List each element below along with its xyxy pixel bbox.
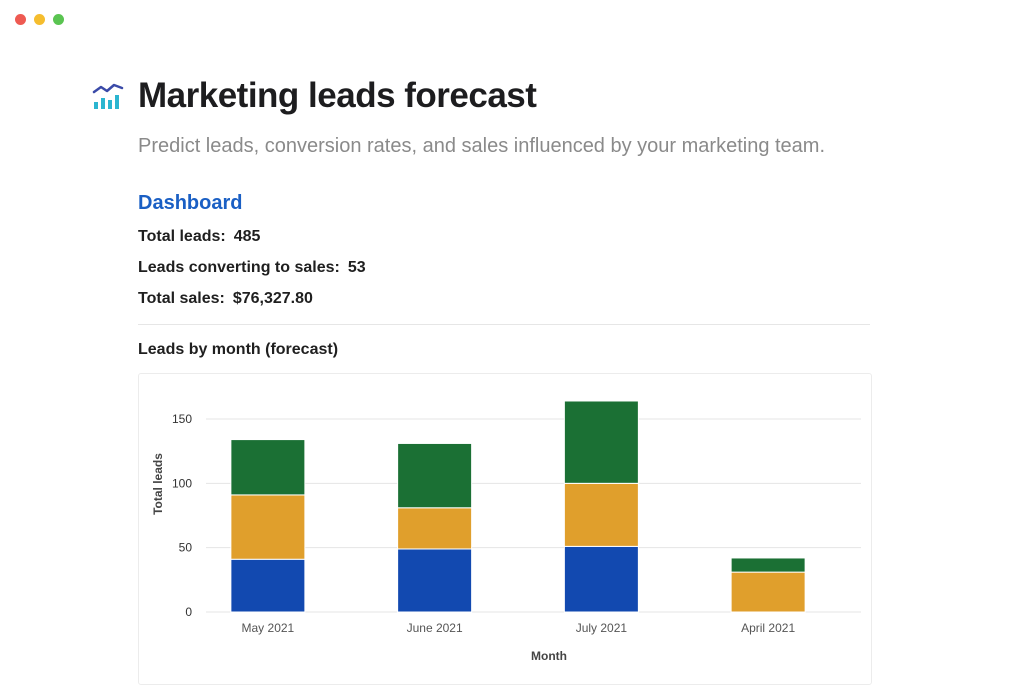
- stacked-bar-chart: 0 50 100 150 May 2021 June 2021 July 2021 April…: [151, 400, 861, 663]
- x-tick-label: April 2021: [741, 621, 795, 635]
- bar-segment[interactable]: [397, 507, 473, 550]
- x-axis-label: Month: [531, 649, 567, 663]
- y-tick-label: 0: [185, 605, 192, 619]
- bar-segment[interactable]: [730, 557, 806, 573]
- bar-segment[interactable]: [563, 545, 639, 613]
- stat-label: Total sales:: [138, 290, 225, 307]
- x-tick-label: May 2021: [242, 621, 295, 635]
- stat-value: 53: [347, 259, 366, 276]
- y-tick-label: 100: [172, 476, 192, 490]
- dashboard-heading[interactable]: Dashboard: [138, 192, 243, 214]
- chart-container: 0 50 100 150 May 2021 June 2021 July 2021 April…: [138, 373, 872, 685]
- bar-segment[interactable]: [230, 494, 306, 560]
- stat-total-sales: Total sales: $76,327.80: [138, 290, 313, 308]
- page-title: Marketing leads forecast: [138, 76, 537, 115]
- x-tick-label: July 2021: [576, 621, 628, 635]
- minimize-button[interactable]: [34, 14, 45, 25]
- y-tick-label: 150: [172, 412, 192, 426]
- divider: [138, 324, 870, 325]
- stat-label: Total leads:: [138, 228, 226, 245]
- page-subtitle: Predict leads, conversion rates, and sal…: [138, 135, 826, 157]
- chart-title: Leads by month (forecast): [138, 341, 339, 358]
- chart-trend-icon: [92, 83, 124, 109]
- bar-segment[interactable]: [730, 571, 806, 613]
- bar-segment[interactable]: [563, 482, 639, 547]
- stat-label: Leads converting to sales:: [138, 259, 340, 276]
- window-controls: [15, 14, 64, 25]
- x-tick-label: June 2021: [407, 621, 463, 635]
- y-tick-label: 50: [179, 541, 193, 555]
- stat-value: $76,327.80: [232, 290, 313, 307]
- page-header: Marketing leads forecast: [92, 76, 537, 116]
- y-axis-label: Total leads: [151, 453, 165, 515]
- close-button[interactable]: [15, 14, 26, 25]
- bar-segment[interactable]: [563, 400, 639, 484]
- bar-segment[interactable]: [397, 442, 473, 509]
- bar-segment[interactable]: [397, 548, 473, 613]
- bar-segment[interactable]: [230, 439, 306, 496]
- stat-total-leads: Total leads: 485: [138, 228, 260, 246]
- stat-leads-converting: Leads converting to sales: 53: [138, 259, 366, 277]
- bar-segment[interactable]: [230, 558, 306, 613]
- stat-value: 485: [233, 228, 261, 245]
- maximize-button[interactable]: [53, 14, 64, 25]
